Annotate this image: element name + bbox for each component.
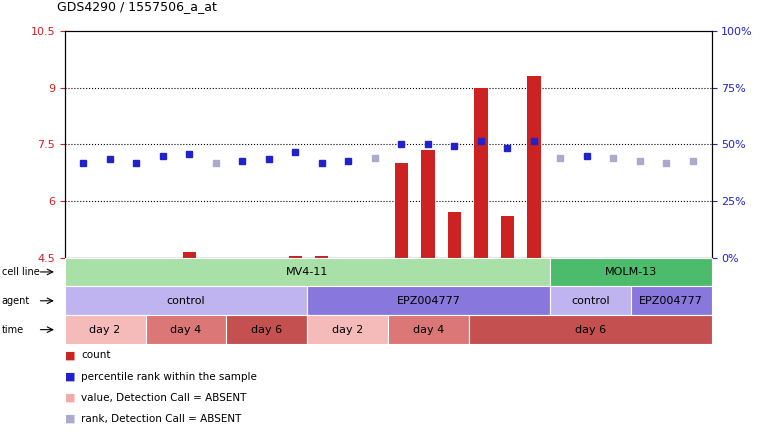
Text: value, Detection Call = ABSENT: value, Detection Call = ABSENT: [81, 393, 247, 403]
Text: ■: ■: [65, 414, 75, 424]
Text: control: control: [167, 296, 205, 306]
Text: EPZ004777: EPZ004777: [396, 296, 460, 306]
Text: day 4: day 4: [413, 325, 444, 335]
Text: day 6: day 6: [575, 325, 606, 335]
Text: day 4: day 4: [170, 325, 202, 335]
Text: count: count: [81, 350, 111, 360]
Bar: [288, 256, 302, 258]
Text: ■: ■: [65, 372, 75, 381]
Text: GDS4290 / 1557506_a_at: GDS4290 / 1557506_a_at: [57, 0, 217, 13]
Text: day 2: day 2: [332, 325, 363, 335]
Bar: [447, 212, 461, 258]
Text: day 2: day 2: [90, 325, 121, 335]
Bar: [474, 88, 488, 258]
Text: day 6: day 6: [251, 325, 282, 335]
Text: EPZ004777: EPZ004777: [639, 296, 703, 306]
Bar: [315, 256, 329, 258]
Text: ■: ■: [65, 393, 75, 403]
Text: control: control: [571, 296, 610, 306]
Bar: [422, 150, 435, 258]
Text: percentile rank within the sample: percentile rank within the sample: [81, 372, 257, 381]
Text: MOLM-13: MOLM-13: [604, 267, 657, 277]
Bar: [527, 76, 540, 258]
Text: ■: ■: [65, 350, 75, 360]
Text: cell line: cell line: [2, 267, 40, 277]
Text: agent: agent: [2, 296, 30, 306]
Text: MV4-11: MV4-11: [286, 267, 329, 277]
Bar: [395, 163, 408, 258]
Bar: [183, 252, 196, 258]
Text: time: time: [2, 325, 24, 335]
Text: rank, Detection Call = ABSENT: rank, Detection Call = ABSENT: [81, 414, 242, 424]
Bar: [501, 216, 514, 258]
